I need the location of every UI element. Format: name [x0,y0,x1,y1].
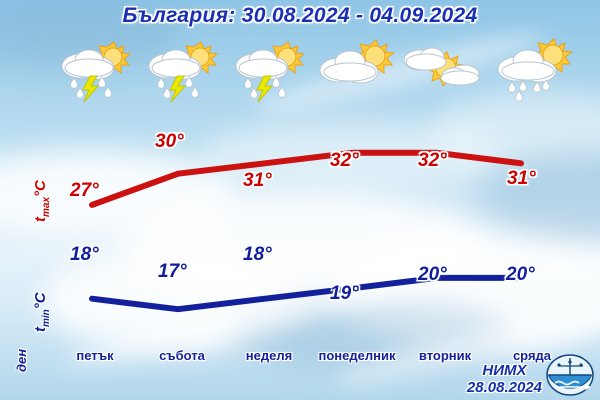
signature-date: 28.08.2024 [466,379,542,396]
signature-org: НИМХ [482,362,527,379]
axis-tmin-sub: min [41,309,52,327]
tmax-value-label: 32° [418,150,447,171]
axis-tmax-sub: max [41,196,52,217]
axis-tmax-t: t [32,217,49,222]
tmin-value-label: 18° [243,244,272,265]
tmin-value-label: 19° [330,283,359,304]
tmin-value-label: 18° [70,244,99,265]
day-tick-3: понеделник [318,348,396,363]
day-tick-4: вторник [418,348,472,363]
axis-label-tmin: tmin°C [32,292,52,332]
sun-cloud-rain-icon [493,36,579,106]
axis-label-tmax: tmax°C [32,180,52,222]
tmin-polyline [89,274,524,313]
sun-between-clouds-icon [402,36,488,106]
signature: НИМХ 28.08.2024 [467,362,542,396]
day-tick-0: петък [76,348,114,363]
tmax-value-label: 30° [155,131,184,152]
sun-cloud-thunder-rain-icon [139,36,225,106]
day-tick-1: събота [159,348,205,363]
tmin-value-label: 20° [418,264,447,285]
sun-cloud-thunder-rain-icon [226,36,312,106]
sun-cloud-thunder-rain-icon [52,36,138,106]
tmin-value-label: 17° [158,261,187,282]
weather-icon-row [0,36,600,106]
tmax-polyline [89,149,524,208]
tmax-value-label: 31° [507,168,536,189]
tmax-value-label: 27° [70,180,99,201]
axis-tmin-unit: °C [32,292,49,310]
axis-tmax-unit: °C [32,180,49,197]
tmax-value-label: 31° [243,170,272,191]
tmax-value-label: 32° [330,150,359,171]
day-axis: петък събота неделя понеделник вторник с… [0,348,600,372]
axis-tmin-t: t [32,327,49,332]
nimh-logo [545,353,595,397]
day-tick-5: сряда [512,348,552,363]
page-title: България: 30.08.2024 - 04.09.2024 [122,4,478,27]
tmin-value-label: 20° [506,264,535,285]
day-tick-2: неделя [245,348,293,363]
sun-cloud-icon [315,36,401,106]
